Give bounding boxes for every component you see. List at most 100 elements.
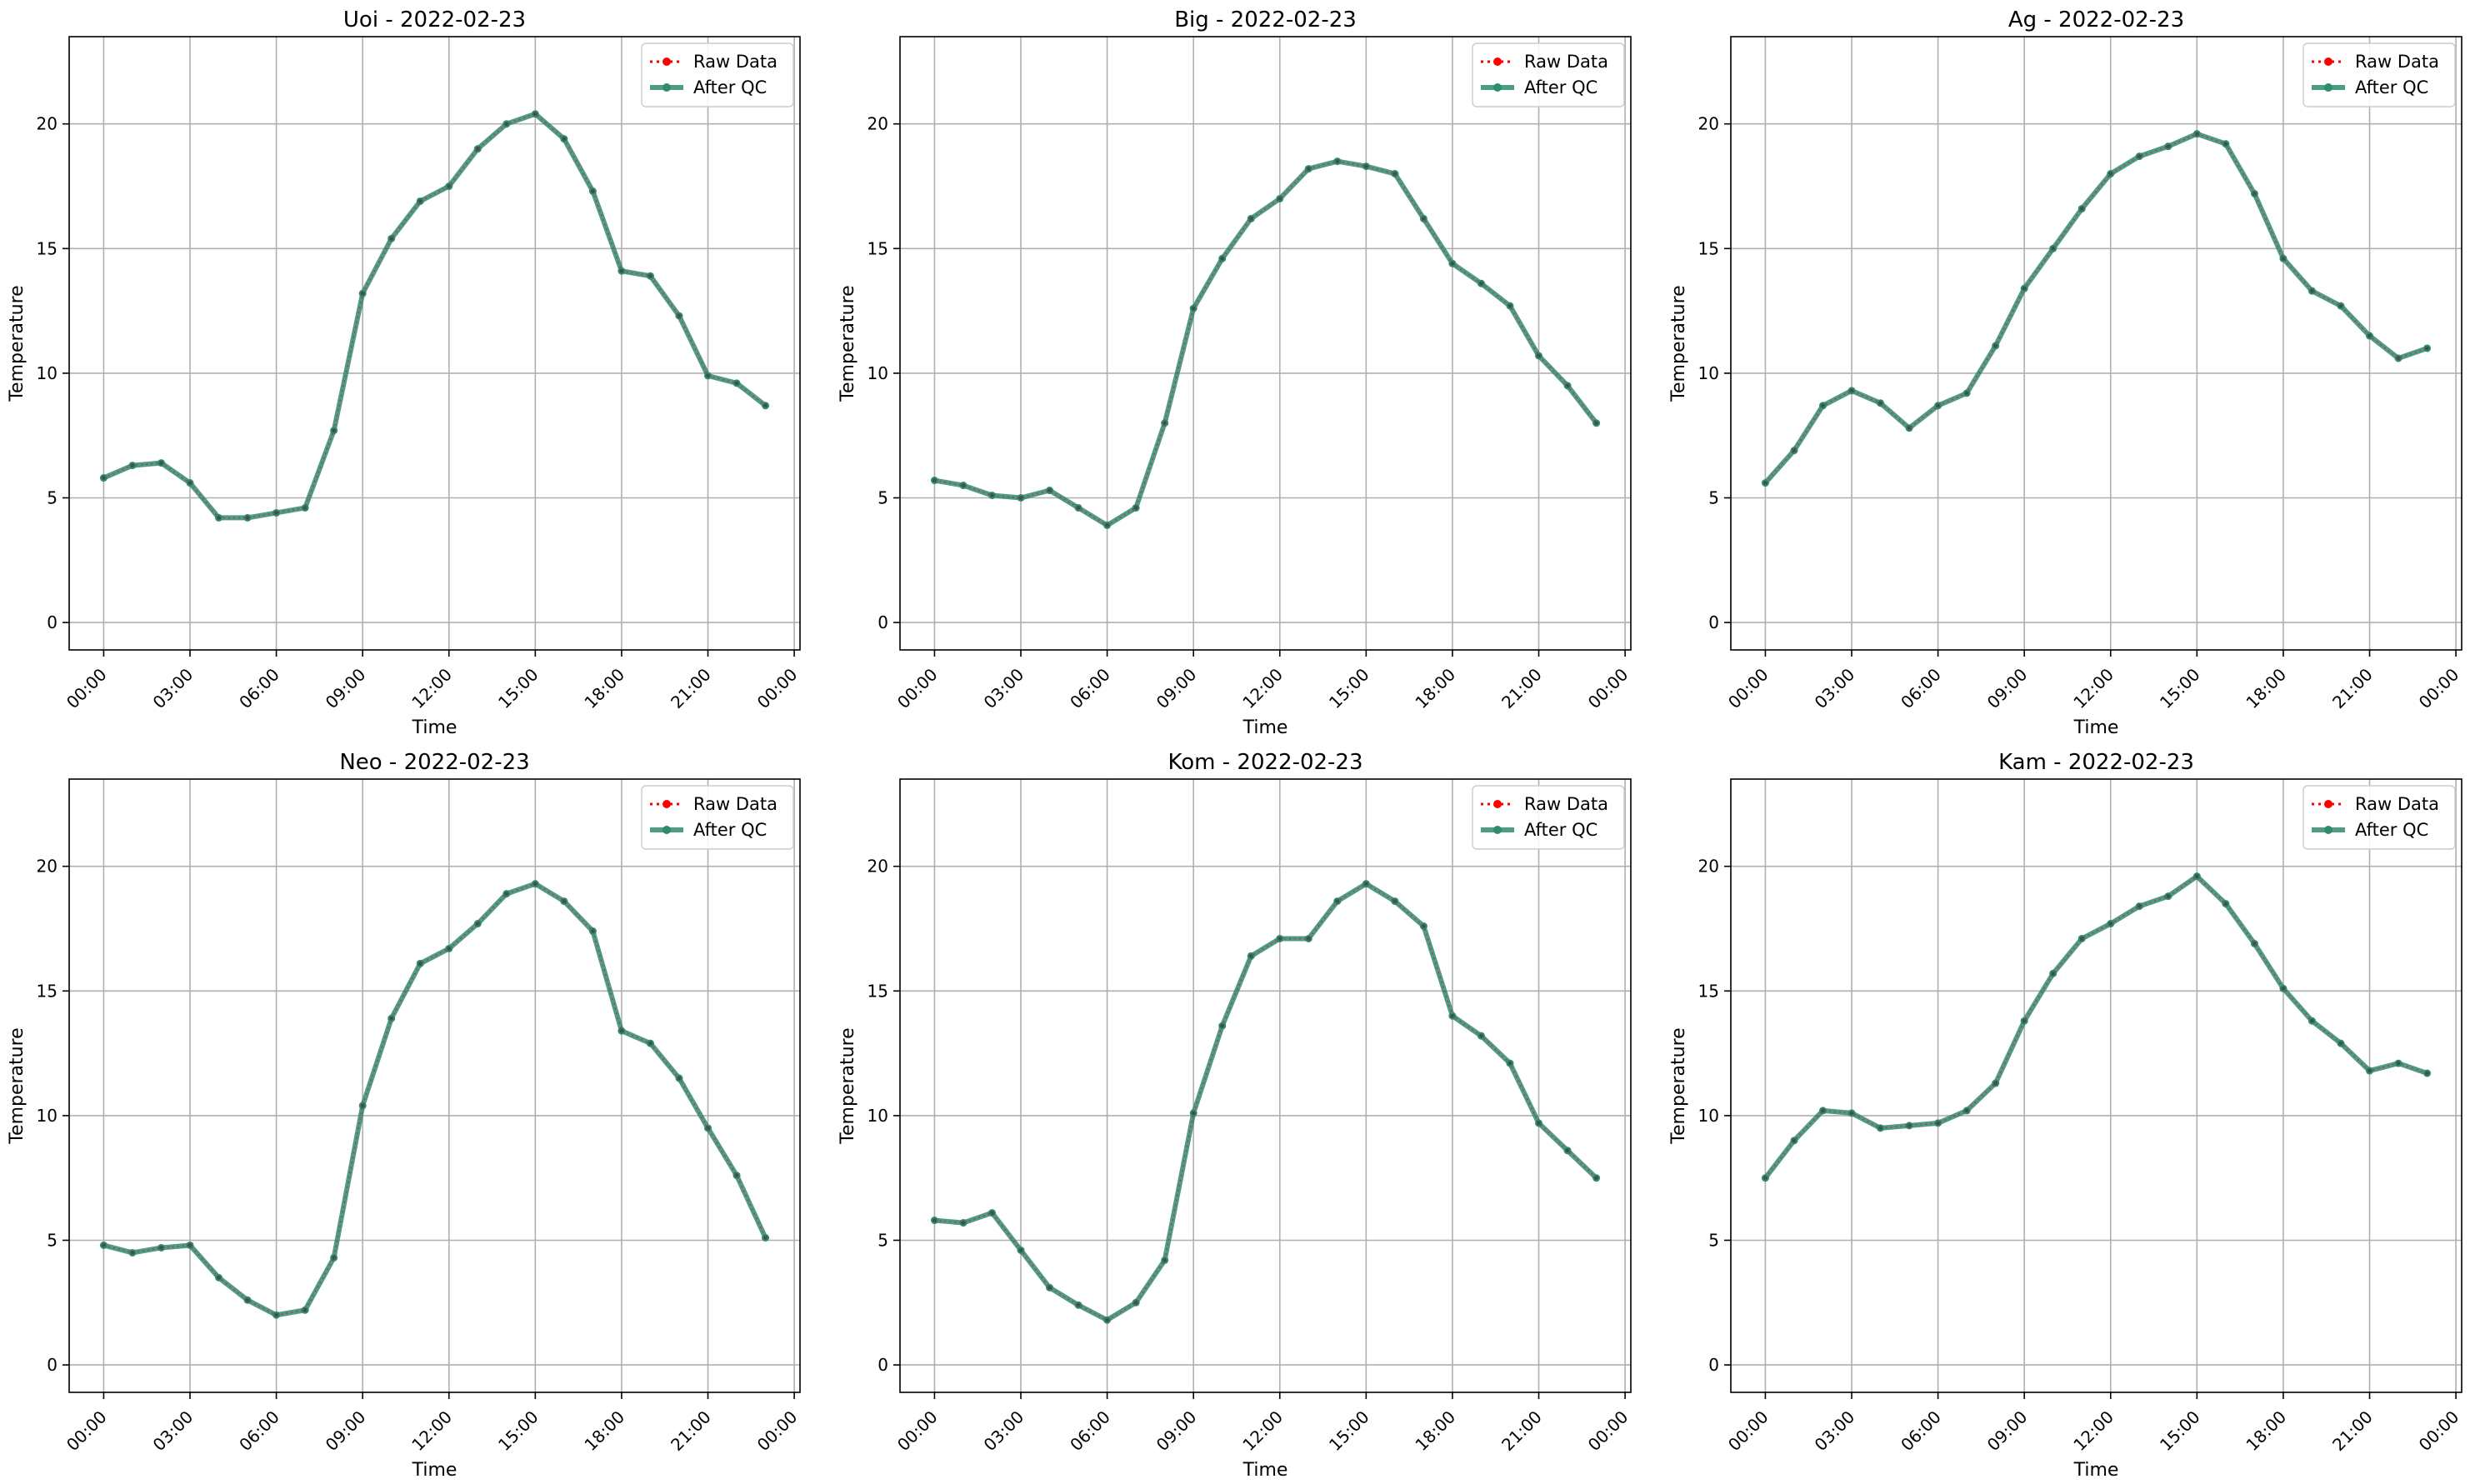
x-tick-label: 18:00 [1411,664,1459,712]
data-point-raw-data [274,1312,278,1317]
data-point-raw-data [1508,1061,1512,1066]
data-point-raw-data [1537,1121,1541,1126]
x-tick-label: 15:00 [494,1407,542,1455]
x-tick-label: 21:00 [667,664,715,712]
data-point-raw-data [2022,1018,2027,1023]
x-tick-label: 15:00 [2156,1407,2204,1455]
data-point-raw-data [1508,303,1512,308]
plot-frame [899,36,1632,651]
y-axis-label: Temperature [838,285,858,402]
data-point-raw-data [1306,167,1311,171]
data-point-raw-data [1450,261,1455,266]
data-point-raw-data [130,463,135,468]
data-point-raw-data [1162,1258,1168,1262]
data-point-raw-data [677,1076,682,1081]
data-point-raw-data [2194,132,2199,137]
data-point-raw-data [990,493,994,497]
legend: Raw Data After QC [641,785,794,850]
legend: Raw Data After QC [641,42,794,107]
data-point-raw-data [532,882,538,887]
data-point-raw-data [245,516,250,520]
data-point-raw-data [447,947,452,951]
x-tick-label: 15:00 [494,664,542,712]
x-tick-label: 18:00 [2242,664,2290,712]
x-tick-label: 09:00 [322,1407,370,1455]
y-tick-label: 20 [37,114,58,134]
legend-marker-after-qc [662,826,671,834]
data-point-raw-data [332,1256,337,1260]
chart-panel-5: 00:00 03:00 06:00 09:00 12:00 15:00 18:00 21:00… [838,750,1632,1481]
y-tick-label: 20 [1698,114,1719,134]
x-tick-label: 18:00 [2242,1407,2290,1455]
plot-frame [68,36,801,651]
legend-label-raw-data: Raw Data [1524,794,1608,814]
data-point-raw-data [2281,256,2286,261]
chart-panel-4: 00:00 03:00 06:00 09:00 12:00 15:00 18:00 21:00… [7,750,801,1481]
x-tick-label: 03:00 [1811,1407,1859,1455]
data-point-raw-data [1076,1302,1081,1307]
chart-title: Kom - 2022-02-23 [1168,750,1363,775]
data-point-raw-data [1964,391,1969,396]
x-tick-label: 12:00 [408,1407,456,1455]
chart-panel-3: 00:00 03:00 06:00 09:00 12:00 15:00 18:00 21:00… [1668,7,2462,738]
data-point-raw-data [1133,1300,1138,1305]
data-point-raw-data [1363,882,1368,887]
data-point-raw-data [2310,288,2314,293]
legend-box [641,785,794,850]
legend-marker-after-qc [1493,826,1502,834]
x-tick-label: 06:00 [1897,664,1945,712]
data-point-raw-data [2137,154,2142,159]
y-axis-label: Temperature [7,1027,28,1144]
data-point-raw-data [1335,159,1340,163]
x-tick-label: 03:00 [1811,664,1859,712]
y-tick-label: 5 [1708,1230,1719,1250]
data-point-raw-data [990,1211,994,1215]
x-tick-label: 12:00 [2069,1407,2118,1455]
x-tick-label: 12:00 [1238,1407,1287,1455]
data-point-raw-data [562,899,567,904]
x-tick-label: 00:00 [753,664,802,712]
y-axis-label: Temperature [1668,285,1689,402]
data-point-raw-data [532,112,538,117]
data-point-raw-data [418,199,422,203]
data-point-raw-data [1565,383,1570,388]
x-tick-label: 00:00 [2415,1407,2463,1455]
legend-label-raw-data: Raw Data [693,794,778,814]
data-point-raw-data [734,381,739,386]
chart-panel-1: 00:00 03:00 06:00 09:00 12:00 15:00 18:00 21:00… [7,7,801,738]
x-tick-label: 21:00 [2328,1407,2377,1455]
data-point-raw-data [2396,356,2401,361]
data-point-raw-data [591,929,595,933]
data-point-raw-data [1849,388,1854,393]
data-point-raw-data [2338,303,2343,308]
legend-label-after-qc: After QC [2355,77,2428,97]
x-tick-label: 09:00 [322,664,370,712]
x-tick-label: 09:00 [1152,1407,1201,1455]
legend-marker-raw-data [662,800,671,808]
data-point-raw-data [1993,343,1998,348]
data-point-raw-data [1479,281,1483,286]
y-tick-label: 15 [37,238,58,258]
data-point-raw-data [2022,286,2027,291]
data-point-raw-data [1450,1013,1455,1018]
data-point-raw-data [562,137,567,142]
legend-label-after-qc: After QC [693,820,767,840]
legend: Raw Data After QC [2302,785,2456,850]
data-point-raw-data [475,147,480,152]
legend-marker-raw-data [1493,800,1502,808]
x-tick-label: 00:00 [753,1407,802,1455]
y-axis-label: Temperature [838,1027,858,1144]
legend-label-raw-data: Raw Data [2355,794,2439,814]
data-point-raw-data [932,1218,937,1222]
data-point-raw-data [217,1275,221,1280]
data-point-raw-data [2281,986,2286,991]
data-point-raw-data [1763,1176,1768,1181]
data-point-raw-data [1335,899,1340,904]
data-point-raw-data [1907,1123,1912,1128]
plot-frame [68,778,801,1393]
y-tick-label: 0 [1708,612,1719,632]
data-point-raw-data [1162,421,1168,426]
data-point-raw-data [245,1297,250,1302]
y-tick-label: 10 [37,1106,58,1126]
data-point-raw-data [302,1307,308,1312]
